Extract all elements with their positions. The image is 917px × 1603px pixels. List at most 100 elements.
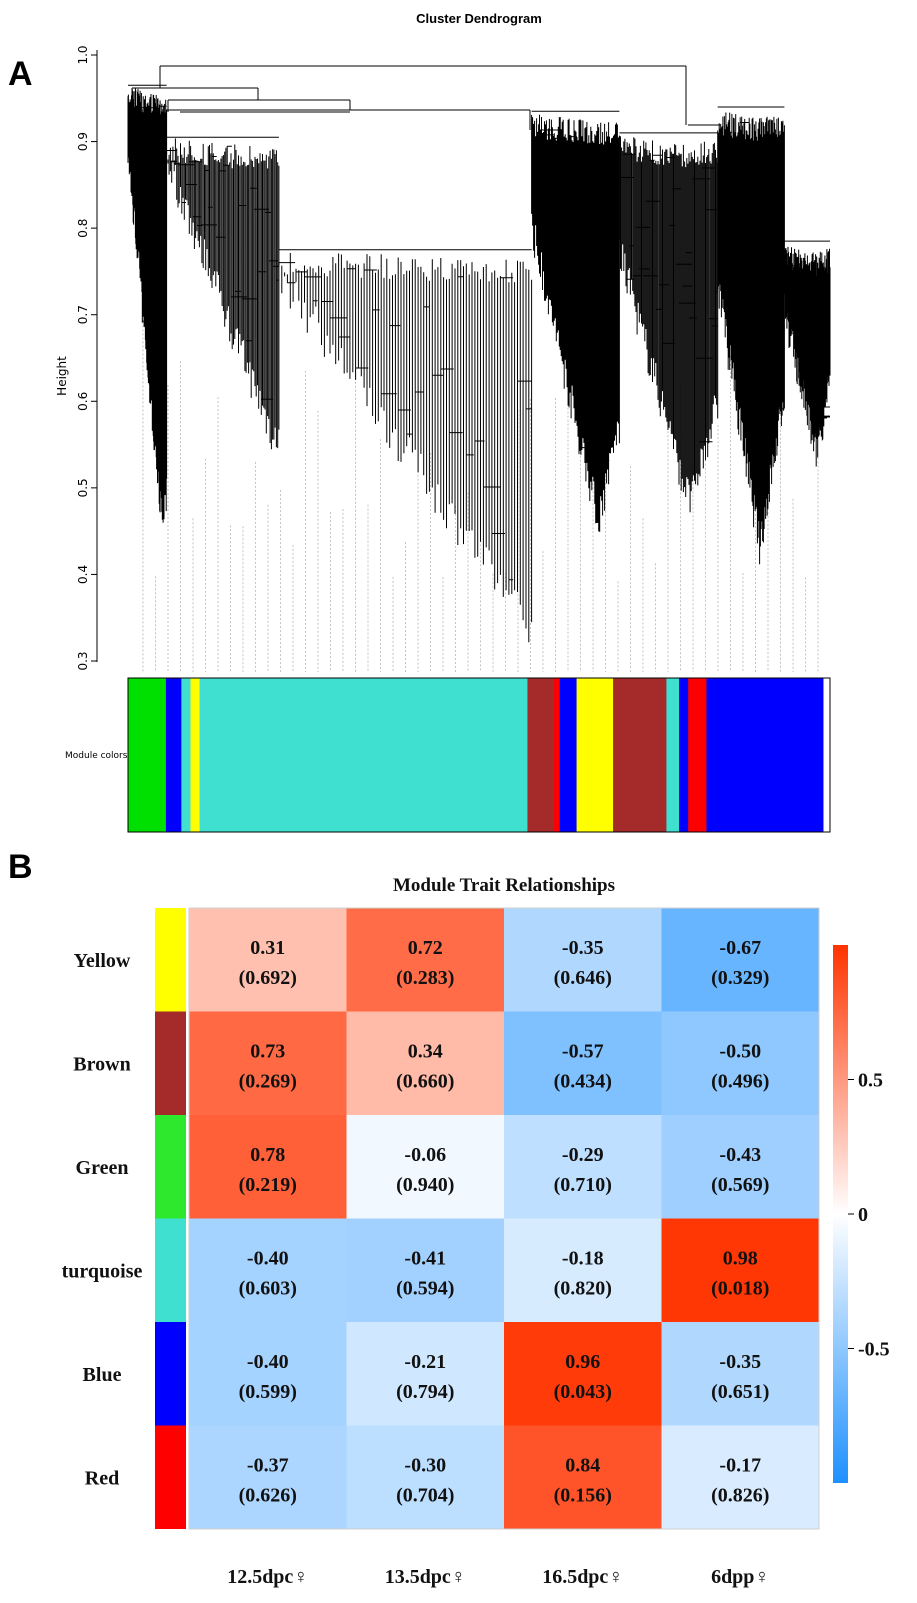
heatmap-column-label: 6dpp♀ (711, 1566, 769, 1588)
panel-b-label: B (8, 848, 33, 886)
heatmap-cell (189, 1322, 347, 1426)
heatmap-cell (346, 1425, 505, 1530)
module-color-segment (706, 678, 824, 832)
heatmap-cell-pvalue: (0.496) (711, 1070, 769, 1092)
heatmap-row-swatch (155, 1011, 186, 1115)
heatmap-cell-pvalue: (0.603) (239, 1277, 297, 1299)
heatmap-cell-value: 0.98 (723, 1247, 758, 1269)
module-color-segment (666, 678, 680, 832)
heatmap-cell (189, 1218, 347, 1323)
heatmap-cell-value: -0.18 (562, 1247, 604, 1269)
heatmap-column-label: 12.5dpc♀ (227, 1566, 308, 1588)
module-color-segment (165, 678, 182, 832)
module-color-bar-border (127, 677, 831, 833)
heatmap-cell-value: -0.35 (562, 937, 604, 959)
heatmap-row-label: turquoise (62, 1260, 143, 1282)
heatmap-cell-value: -0.40 (247, 1247, 289, 1269)
module-color-segment (554, 678, 561, 832)
heatmap-column-labels: 12.5dpc♀ 13.5dpc♀ 16.5dpc♀ 6dpp♀ (227, 1566, 769, 1588)
module-color-segment (688, 678, 707, 832)
heatmap-cell-value: 0.34 (408, 1040, 443, 1062)
heatmap-cell-pvalue: (0.826) (711, 1484, 769, 1506)
dendrogram-leaf-guides (142, 297, 819, 672)
heatmap-column-label: 13.5dpc♀ (385, 1566, 466, 1588)
heatmap-cell-pvalue: (0.569) (711, 1174, 769, 1196)
heatmap-cell-value: -0.29 (562, 1144, 604, 1166)
heatmap-cell (504, 1115, 662, 1219)
heatmap-cell-pvalue: (0.283) (396, 967, 454, 989)
heatmap-cell-pvalue: (0.794) (396, 1381, 454, 1403)
heatmap-cell-value: -0.50 (719, 1040, 761, 1062)
dendrogram-cluster (166, 138, 280, 450)
heatmap-cell-pvalue: (0.594) (396, 1277, 454, 1299)
heatmap-cells: 0.31 (0.692) 0.72 (0.283) -0.35 (0.646) -0.67 (… (188, 907, 820, 1530)
heatmap-cell-value: -0.41 (404, 1247, 446, 1269)
module-color-segment (190, 678, 201, 832)
colorbar-tick-label: 0 (858, 1204, 868, 1226)
heatmap-cell (504, 1322, 662, 1426)
dendrogram-y-tick-label: 0.7 (76, 305, 90, 324)
heatmap-cell (661, 1322, 820, 1426)
dendrogram-cluster (531, 114, 620, 532)
heatmap-cell-pvalue: (0.820) (554, 1277, 612, 1299)
heatmap-cell-pvalue: (0.704) (396, 1484, 454, 1506)
heatmap-row-label: Red (85, 1467, 119, 1489)
heatmap-row-swatch (155, 1218, 186, 1322)
module-color-segment (128, 678, 167, 832)
heatmap-cell-pvalue: (0.269) (239, 1070, 297, 1092)
dendrogram-cluster (278, 253, 533, 643)
heatmap-cell-pvalue: (0.043) (554, 1381, 612, 1403)
panel-a-label: A (8, 55, 33, 93)
heatmap-cell-value: -0.30 (404, 1454, 446, 1476)
dendrogram-y-tick-label: 0.3 (76, 651, 90, 670)
module-color-segment (679, 678, 689, 832)
heatmap-cell-pvalue: (0.710) (554, 1174, 612, 1196)
heatmap-cell (346, 1115, 505, 1219)
heatmap-cell-value: 0.73 (250, 1040, 285, 1062)
heatmap-cell-value: -0.57 (562, 1040, 604, 1062)
heatmap-grid-border (188, 907, 820, 1530)
heatmap-cell-value: -0.21 (404, 1351, 446, 1373)
dendrogram-cluster (783, 246, 831, 467)
heatmap-colorbar: 0.5 0 -0.5 (833, 945, 890, 1483)
heatmap-cell-pvalue: (0.940) (396, 1174, 454, 1196)
heatmap-cell-value: 0.78 (250, 1144, 285, 1166)
dendrogram-y-axis-label: Height (55, 356, 69, 396)
heatmap-cell (346, 1011, 505, 1116)
heatmap-cell-value: -0.67 (719, 937, 761, 959)
dendrogram-cluster (618, 135, 719, 513)
heatmap-cell (504, 1011, 662, 1116)
heatmap-cell-pvalue: (0.660) (396, 1070, 454, 1092)
heatmap-cell-value: -0.17 (719, 1454, 761, 1476)
heatmap-row-swatch (155, 1322, 186, 1426)
module-color-segment (576, 678, 614, 832)
heatmap-cell-value: 0.31 (250, 937, 285, 959)
heatmap-cell-pvalue: (0.651) (711, 1381, 769, 1403)
heatmap-row-label: Brown (73, 1053, 130, 1075)
heatmap-cell-pvalue: (0.626) (239, 1484, 297, 1506)
dendrogram-y-tick-label: 0.5 (76, 478, 90, 497)
dendrogram-branches (127, 65, 831, 643)
heatmap-row-swatch (155, 908, 186, 1012)
dendrogram-top-merges (131, 65, 720, 131)
heatmap-cell-value: -0.37 (247, 1454, 289, 1476)
heatmap-cell-pvalue: (0.646) (554, 967, 612, 989)
heatmap-cell-value: -0.43 (719, 1144, 761, 1166)
module-color-segment (181, 678, 191, 832)
heatmap-cell-pvalue: (0.018) (711, 1277, 769, 1299)
heatmap-cell (346, 1322, 505, 1426)
heatmap-cell (661, 1425, 820, 1530)
heatmap-row-swatches (155, 908, 186, 1529)
heatmap-cell-pvalue: (0.219) (239, 1174, 297, 1196)
heatmap-cell-pvalue: (0.692) (239, 967, 297, 989)
module-color-segment (559, 678, 578, 832)
heatmap-cell-pvalue: (0.156) (554, 1484, 612, 1506)
dendrogram-title: Cluster Dendrogram (416, 11, 542, 26)
colorbar-tick-label: -0.5 (858, 1339, 890, 1361)
heatmap-cell (661, 1115, 820, 1219)
heatmap-cell (189, 1115, 347, 1219)
heatmap-cell (189, 1425, 347, 1530)
heatmap-cell (189, 1011, 347, 1116)
heatmap-cell-value: 0.96 (565, 1351, 600, 1373)
heatmap-cell-value: 0.72 (408, 937, 443, 959)
